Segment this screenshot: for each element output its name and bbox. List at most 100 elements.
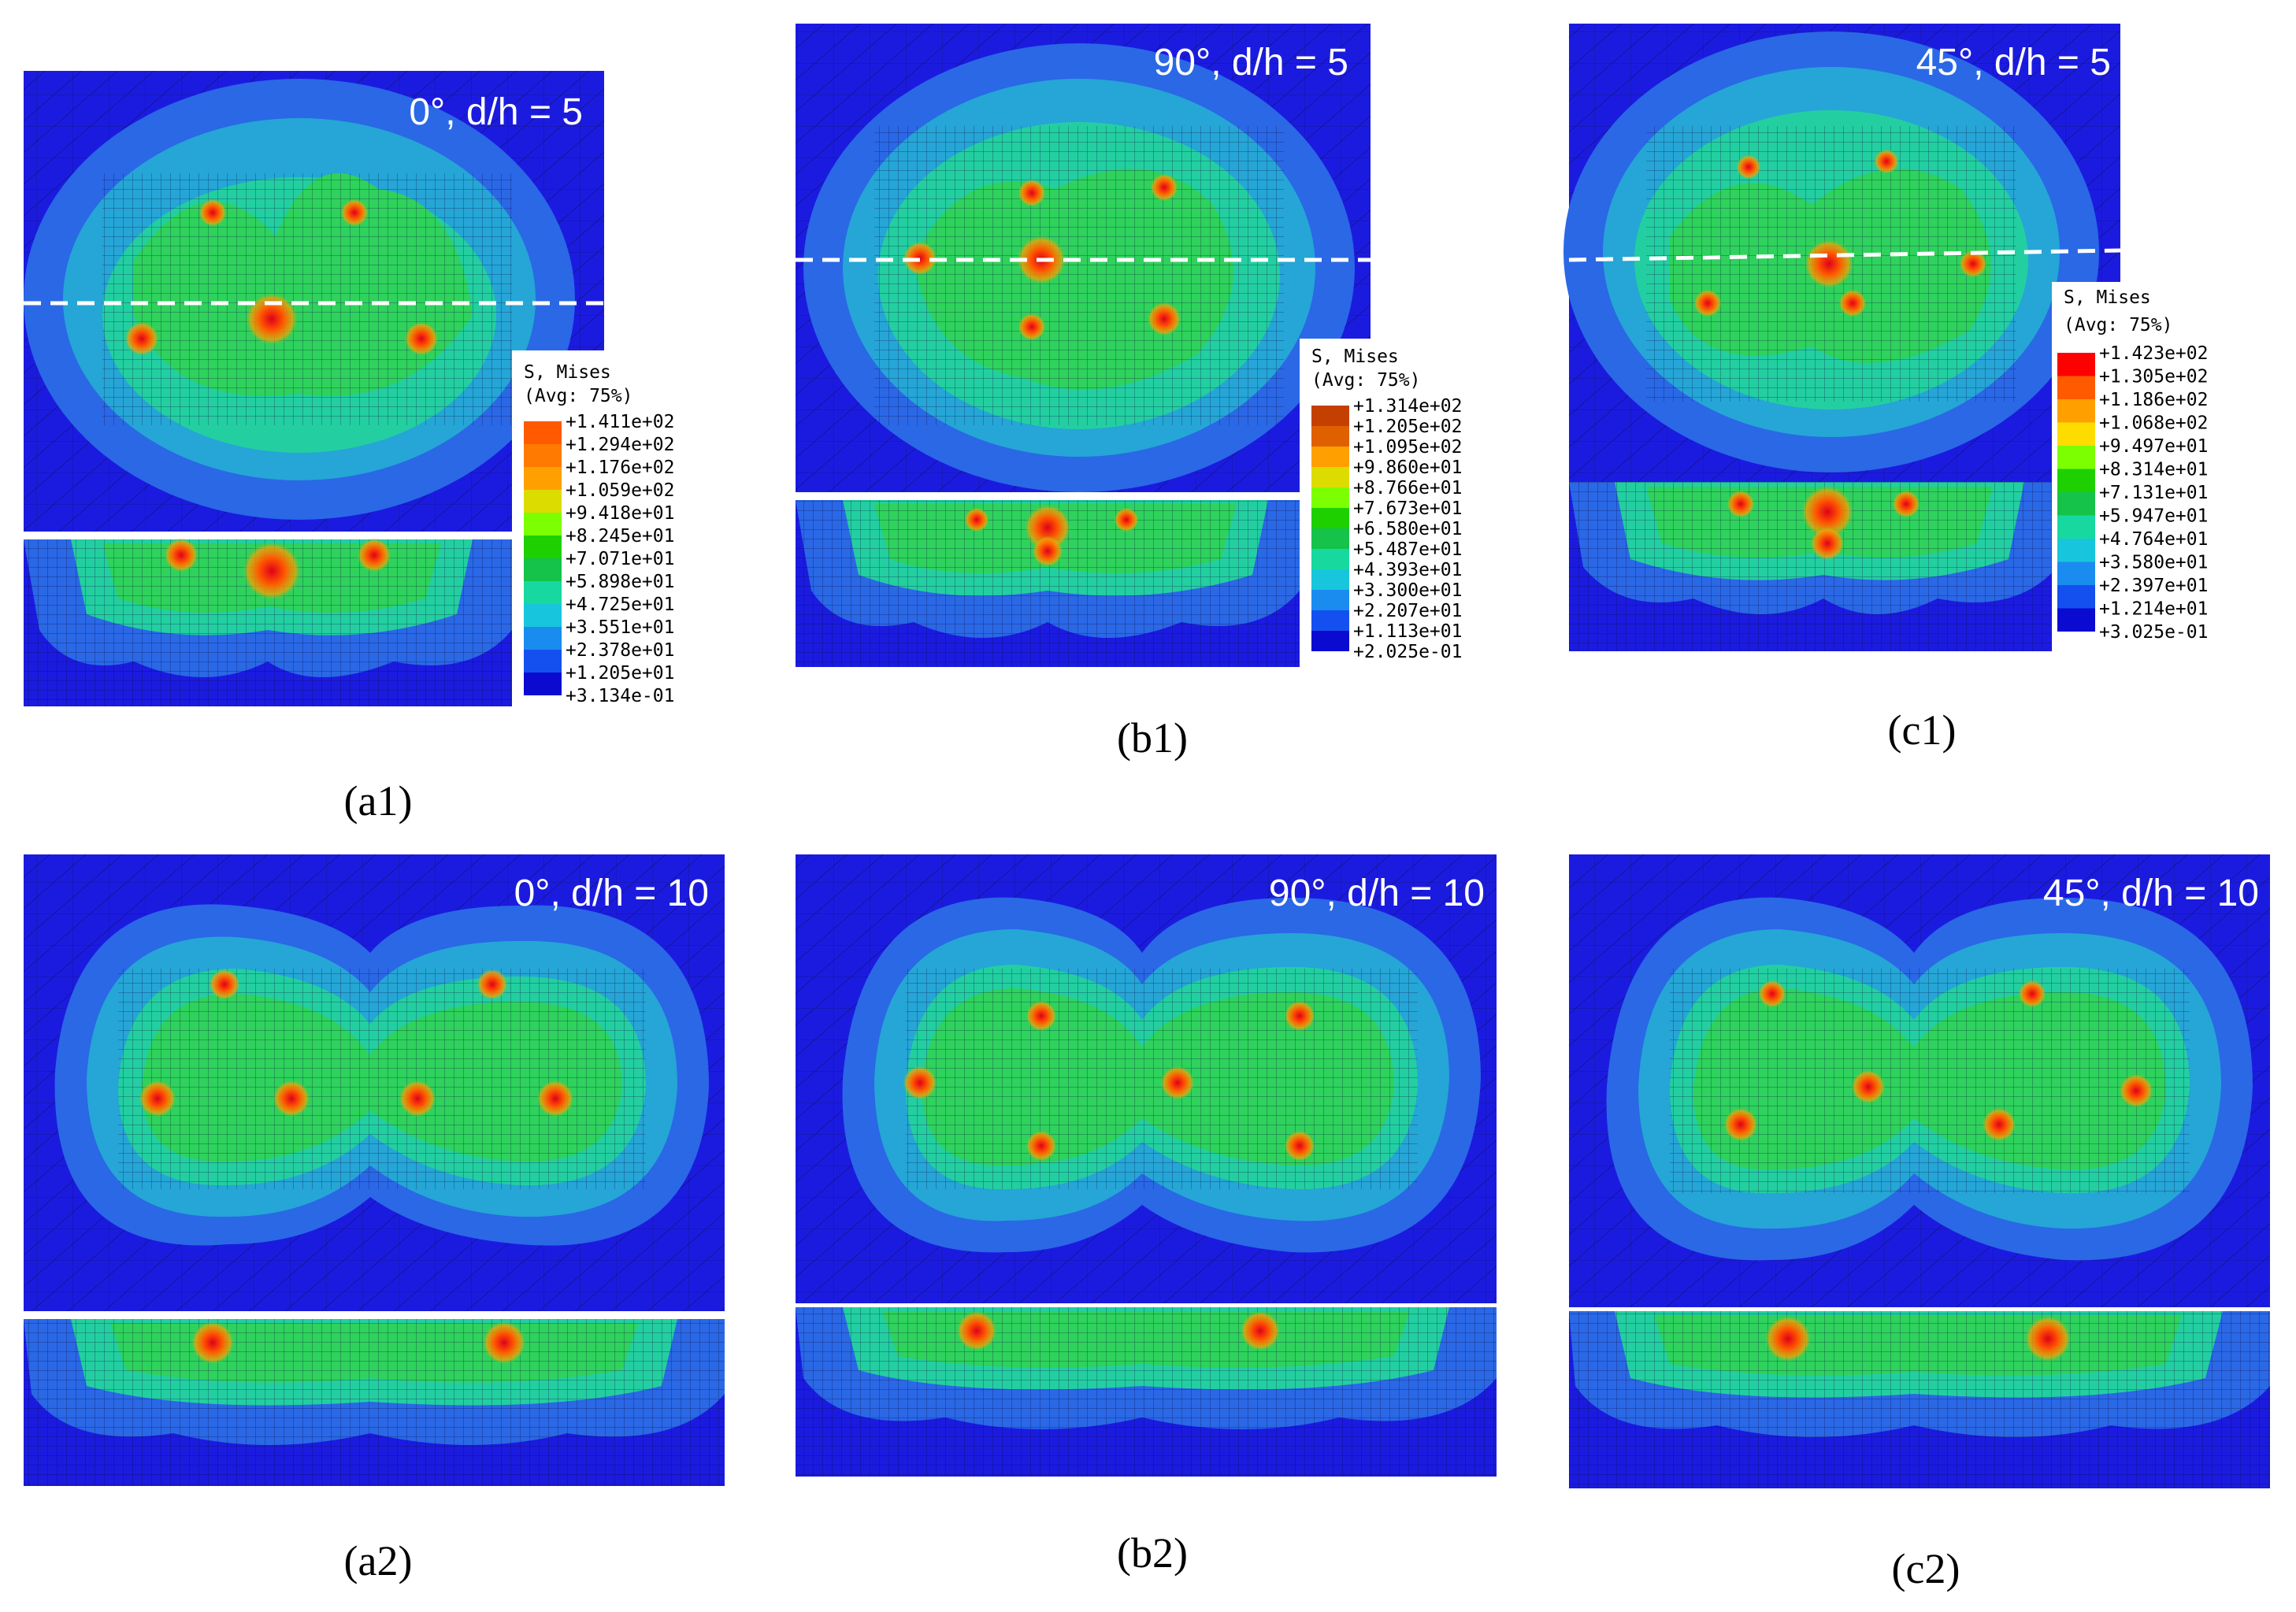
legend-swatch [1311, 426, 1349, 447]
legend-value: +7.071e+01 [566, 549, 674, 569]
legend-value: +3.025e-01 [2099, 622, 2208, 643]
legend-swatch [524, 513, 562, 535]
legend-values: +1.314e+02 +1.205e+02 +1.095e+02 +9.860e… [1353, 396, 1462, 662]
cut-line [1568, 248, 2121, 262]
legend-label: S, Mises [1311, 346, 1399, 367]
contour-section-view [796, 1307, 1497, 1477]
legend-swatches [2057, 353, 2095, 632]
legend-value: +7.131e+01 [2099, 483, 2208, 503]
legend-swatch [524, 581, 562, 604]
legend-value: +6.580e+01 [1353, 519, 1462, 539]
stress-hotspots [124, 198, 439, 356]
legend-value: +5.487e+01 [1353, 539, 1462, 560]
legend-swatch [1311, 467, 1349, 487]
legend-value: +1.214e+01 [2099, 599, 2208, 620]
legend-value: +1.423e+02 [2099, 343, 2208, 364]
legend-swatch [1311, 406, 1349, 426]
legend-value: +4.393e+01 [1353, 560, 1462, 580]
legend-avg: (Avg: 75%) [2064, 315, 2172, 335]
panel-a2: 0°, d/h = 10 (a2) [24, 854, 725, 1584]
contour-top-view: 45°, d/h = 5 [1563, 24, 2121, 484]
legend-swatch [2057, 585, 2095, 609]
contour-top-view: 45°, d/h = 10 [1569, 854, 2270, 1307]
legend-value: +2.397e+01 [2099, 576, 2208, 596]
legend-avg: (Avg: 75%) [1311, 370, 1420, 391]
legend-value: +8.245e+01 [566, 526, 674, 547]
legend-value: +1.205e+01 [566, 663, 674, 684]
legend-value: +3.580e+01 [2099, 553, 2208, 573]
legend-swatch [524, 673, 562, 695]
legend-swatch [524, 650, 562, 673]
legend-value: +4.725e+01 [566, 595, 674, 615]
legend-swatch [524, 535, 562, 558]
legend-swatch [524, 604, 562, 627]
legend-swatch [2057, 446, 2095, 469]
legend: S, Mises (Avg: 75%) +1.314e+02 +1.205e+0… [1300, 339, 1462, 677]
legend-value: +3.551e+01 [566, 617, 674, 638]
contour-top-view: 90°, d/h = 10 [796, 854, 1497, 1303]
legend-swatch [1311, 508, 1349, 528]
legend-swatch [1311, 631, 1349, 651]
legend-value: +1.068e+02 [2099, 413, 2208, 434]
panel-caption: (a2) [344, 1537, 413, 1584]
legend-swatch [1311, 610, 1349, 631]
legend-swatch [524, 421, 562, 444]
legend-value: +2.207e+01 [1353, 601, 1462, 621]
legend-value: +8.314e+01 [2099, 460, 2208, 480]
stress-hotspots [1723, 980, 2153, 1142]
legend-swatch [1311, 569, 1349, 590]
legend-value: +1.095e+02 [1353, 437, 1462, 458]
legend-swatch [2057, 515, 2095, 539]
panel-caption: (b2) [1117, 1529, 1188, 1577]
legend-swatch [524, 558, 562, 581]
legend-swatch [2057, 492, 2095, 516]
panel-caption: (c2) [1892, 1545, 1960, 1592]
legend-swatch [2057, 539, 2095, 562]
legend-values: +1.411e+02 +1.294e+02 +1.176e+02 +1.059e… [566, 412, 674, 706]
legend-value: +3.300e+01 [1353, 580, 1462, 601]
legend-swatch [524, 467, 562, 490]
panel-caption: (c1) [1888, 706, 1957, 754]
legend-value: +1.059e+02 [566, 480, 674, 501]
contour-top-view: 0°, d/h = 5 [24, 71, 604, 532]
legend-swatch [524, 490, 562, 513]
stress-hotspots [139, 969, 574, 1117]
panel-title: 45°, d/h = 5 [1916, 42, 2111, 83]
contour-section-view [1569, 1311, 2270, 1488]
panel-b1: 90°, d/h = 5 S, Mises (Avg: 75%) [796, 24, 1462, 762]
panel-c2: 45°, d/h = 10 (c2) [1569, 854, 2270, 1592]
legend-value: +1.113e+01 [1353, 621, 1462, 642]
contour-section-view [1569, 482, 2057, 651]
legend-value: +1.411e+02 [566, 412, 674, 432]
legend-value: +4.764e+01 [2099, 529, 2208, 550]
panel-title: 0°, d/h = 10 [514, 873, 709, 914]
contour-section-view [24, 538, 512, 706]
legend-values: +1.423e+02 +1.305e+02 +1.186e+02 +1.068e… [2099, 343, 2208, 643]
panel-b2: 90°, d/h = 10 (b2) [796, 854, 1497, 1577]
legend-value: +1.176e+02 [566, 458, 674, 478]
legend-swatch [524, 627, 562, 650]
legend-swatch [1311, 549, 1349, 569]
legend-value: +2.378e+01 [566, 640, 674, 661]
legend-value: +9.418e+01 [566, 503, 674, 524]
legend-value: +5.898e+01 [566, 572, 674, 592]
panel-title: 90°, d/h = 5 [1154, 42, 1348, 83]
panel-a1: 0°, d/h = 5 S, Mises (Avg: 75%) [24, 71, 674, 825]
legend-swatch [2057, 399, 2095, 423]
legend-swatch [1311, 487, 1349, 508]
legend-swatch [2057, 561, 2095, 585]
panel-c1: 45°, d/h = 5 S, Mises (Avg: 75%) [1563, 24, 2288, 754]
legend-swatch [2057, 469, 2095, 492]
legend: S, Mises (Avg: 75%) +1.423e+02 +1.305e+0… [2052, 282, 2288, 652]
legend-swatch [1311, 528, 1349, 549]
panel-title: 45°, d/h = 10 [2043, 873, 2259, 914]
legend-swatch [2057, 353, 2095, 376]
stress-hotspots [1693, 149, 1987, 317]
panel-caption: (b1) [1117, 714, 1188, 762]
legend-label: S, Mises [2064, 287, 2151, 308]
legend-swatch [1311, 590, 1349, 610]
legend-value: +2.025e-01 [1353, 642, 1462, 662]
legend-value: +9.860e+01 [1353, 458, 1462, 478]
legend-value: +8.766e+01 [1353, 478, 1462, 498]
stress-hotspots [903, 1000, 1315, 1162]
